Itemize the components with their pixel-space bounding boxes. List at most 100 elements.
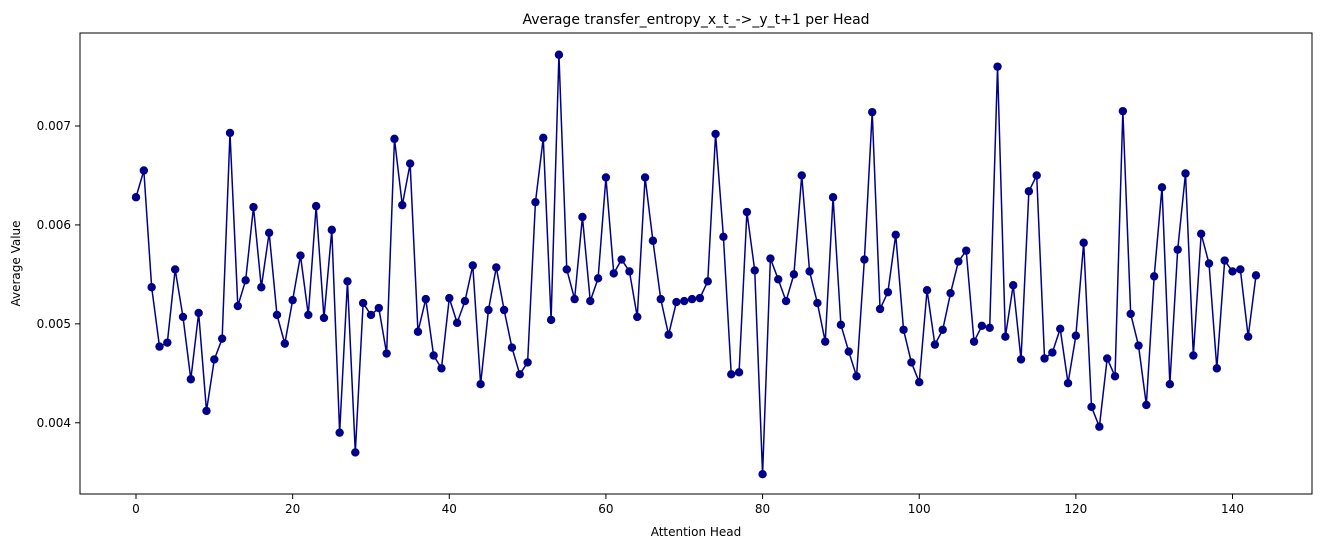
data-point xyxy=(280,339,290,348)
data-point xyxy=(539,133,548,143)
data-point xyxy=(766,254,775,263)
data-point xyxy=(398,200,407,210)
data-point xyxy=(593,274,603,283)
data-point xyxy=(1016,355,1026,364)
data-point xyxy=(1251,271,1261,280)
data-point xyxy=(1071,331,1081,340)
data-point xyxy=(319,313,329,323)
data-point xyxy=(930,340,940,349)
data-point xyxy=(1118,106,1128,116)
data-point xyxy=(719,232,728,241)
data-point xyxy=(1134,341,1143,350)
data-point xyxy=(899,325,908,334)
data-point xyxy=(225,128,235,138)
data-point xyxy=(680,296,689,306)
data-point xyxy=(1165,379,1175,389)
data-point xyxy=(374,303,383,313)
data-point xyxy=(546,315,556,325)
data-point xyxy=(860,255,869,264)
data-point xyxy=(695,293,705,303)
data-point xyxy=(727,370,736,379)
data-point xyxy=(891,230,900,240)
data-point xyxy=(868,107,877,117)
data-point xyxy=(170,265,180,274)
data-point xyxy=(1102,354,1112,363)
data-point xyxy=(1126,309,1135,319)
data-point xyxy=(233,301,243,311)
data-point xyxy=(656,294,665,304)
data-point xyxy=(460,296,470,306)
x-axis-label: Attention Head xyxy=(651,525,742,539)
data-point xyxy=(758,470,767,479)
data-point xyxy=(382,349,391,358)
data-point xyxy=(131,193,141,202)
data-point xyxy=(523,358,532,367)
data-point xyxy=(1212,364,1222,373)
data-point xyxy=(742,207,752,217)
data-point xyxy=(1220,256,1229,265)
data-point xyxy=(327,225,336,235)
data-point xyxy=(257,283,266,292)
data-point xyxy=(1228,267,1237,276)
data-point xyxy=(703,277,712,286)
data-point xyxy=(915,378,924,387)
x-axis: 0 20 40 60 80 100 120 140 xyxy=(132,494,1244,516)
data-point xyxy=(343,277,352,286)
data-point xyxy=(288,295,297,305)
data-point xyxy=(217,334,227,343)
data-point xyxy=(922,286,932,295)
data-point xyxy=(1095,422,1104,431)
data-point xyxy=(1110,372,1120,381)
data-point xyxy=(672,297,681,307)
data-point xyxy=(993,62,1002,71)
data-point xyxy=(985,323,994,332)
data-point xyxy=(241,276,250,285)
data-point xyxy=(163,338,172,347)
data-point xyxy=(499,305,509,315)
data-point xyxy=(202,406,211,416)
data-point xyxy=(1196,229,1206,239)
data-point xyxy=(452,318,462,328)
data-point xyxy=(1157,183,1167,192)
data-point xyxy=(562,265,571,274)
data-point xyxy=(1243,332,1253,341)
data-point xyxy=(1079,238,1088,247)
data-point xyxy=(774,275,783,284)
data-point xyxy=(351,448,360,457)
data-point xyxy=(954,257,963,266)
data-point xyxy=(210,355,219,364)
data-point xyxy=(445,293,454,303)
data-point xyxy=(429,351,438,360)
data-point xyxy=(1024,187,1034,196)
data-point xyxy=(640,173,650,182)
data-point xyxy=(484,305,493,315)
data-point xyxy=(1204,259,1214,268)
x-tick-label: 40 xyxy=(442,502,457,516)
data-point xyxy=(946,288,955,298)
data-point xyxy=(1001,332,1010,341)
data-point xyxy=(1181,169,1190,178)
data-point xyxy=(1236,265,1245,274)
data-point xyxy=(390,134,399,144)
data-point xyxy=(476,379,485,389)
data-point xyxy=(178,312,188,322)
y-tick-label: 0.007 xyxy=(37,119,71,133)
data-point xyxy=(1063,379,1073,388)
data-point xyxy=(586,296,595,306)
data-point xyxy=(938,325,947,334)
y-axis-label: Average Value xyxy=(9,220,23,306)
y-axis: 0.004 0.005 0.006 0.007 xyxy=(37,119,80,430)
x-tick-label: 80 xyxy=(755,502,770,516)
data-point xyxy=(366,310,376,320)
data-point xyxy=(750,266,759,275)
data-point xyxy=(601,173,611,182)
data-point xyxy=(139,166,149,175)
x-tick-label: 120 xyxy=(1064,502,1087,516)
data-point xyxy=(186,375,196,384)
data-point xyxy=(962,246,971,255)
data-point xyxy=(272,310,282,320)
data-point xyxy=(249,202,258,212)
series-points xyxy=(131,50,1261,479)
data-point xyxy=(844,347,853,356)
